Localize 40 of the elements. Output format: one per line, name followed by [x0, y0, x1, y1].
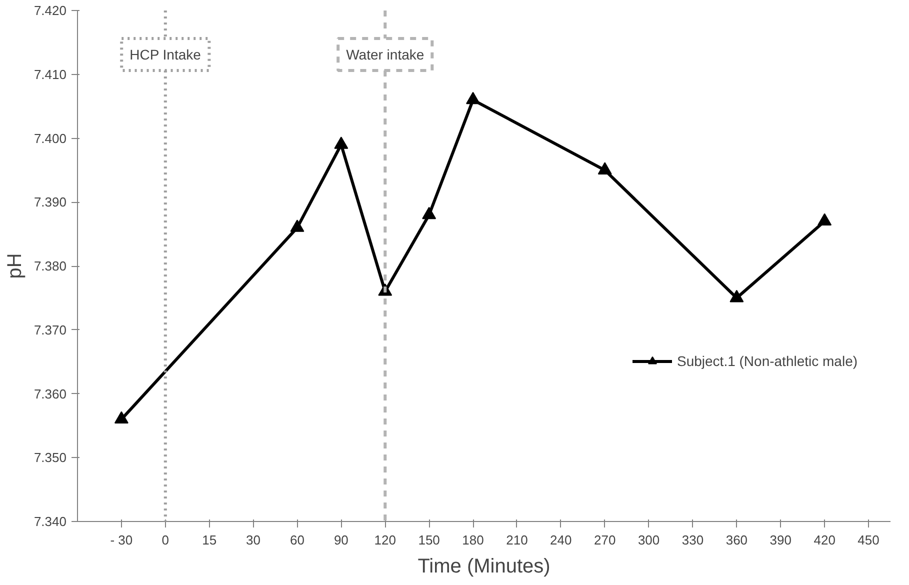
x-tick-label: 120: [374, 532, 396, 548]
point: [818, 213, 832, 226]
x-tick-label: 150: [418, 532, 440, 548]
y-tick-label: 7.380: [34, 258, 67, 274]
ref-line-label: HCP Intake: [130, 46, 202, 62]
point: [114, 411, 128, 424]
y-tick-label: 7.370: [34, 322, 67, 338]
y-tick-label: 7.350: [34, 450, 67, 466]
y-tick-label: 7.360: [34, 386, 67, 402]
y-tick-label: 7.390: [34, 194, 67, 210]
point: [466, 92, 480, 104]
x-tick-label: 270: [594, 532, 616, 548]
x-tick-label: 390: [770, 532, 792, 548]
x-tick-label: 15: [202, 532, 217, 548]
legend-label: Subject.1 (Non-athletic male): [677, 353, 858, 369]
y-axis-title: pH: [4, 253, 26, 279]
x-tick-label: 180: [462, 532, 484, 548]
x-axis-title: Time (Minutes): [418, 556, 550, 578]
y-tick-label: 7.340: [34, 514, 67, 529]
x-tick-label: 450: [858, 532, 880, 548]
x-tick-label: 420: [814, 532, 836, 548]
point: [334, 136, 348, 149]
y-tick-label: 7.420: [34, 3, 67, 18]
x-tick-label: 90: [334, 532, 348, 548]
y-tick-label: 7.400: [34, 130, 67, 146]
x-tick-label: 60: [290, 532, 304, 548]
x-tick-label: - 30: [110, 532, 133, 548]
x-tick-label: 30: [246, 532, 261, 548]
x-tick-label: 330: [682, 532, 704, 548]
x-tick-label: 300: [638, 532, 660, 548]
point: [422, 206, 436, 220]
x-tick-label: 360: [726, 532, 748, 548]
x-tick-label: 0: [162, 532, 170, 548]
point: [598, 162, 612, 174]
ref-line-label: Water intake: [346, 46, 424, 62]
x-tick-label: 240: [550, 532, 572, 548]
point: [730, 290, 744, 302]
y-tick-label: 7.410: [34, 66, 67, 82]
x-tick-label: 210: [506, 532, 528, 548]
point: [290, 220, 304, 232]
